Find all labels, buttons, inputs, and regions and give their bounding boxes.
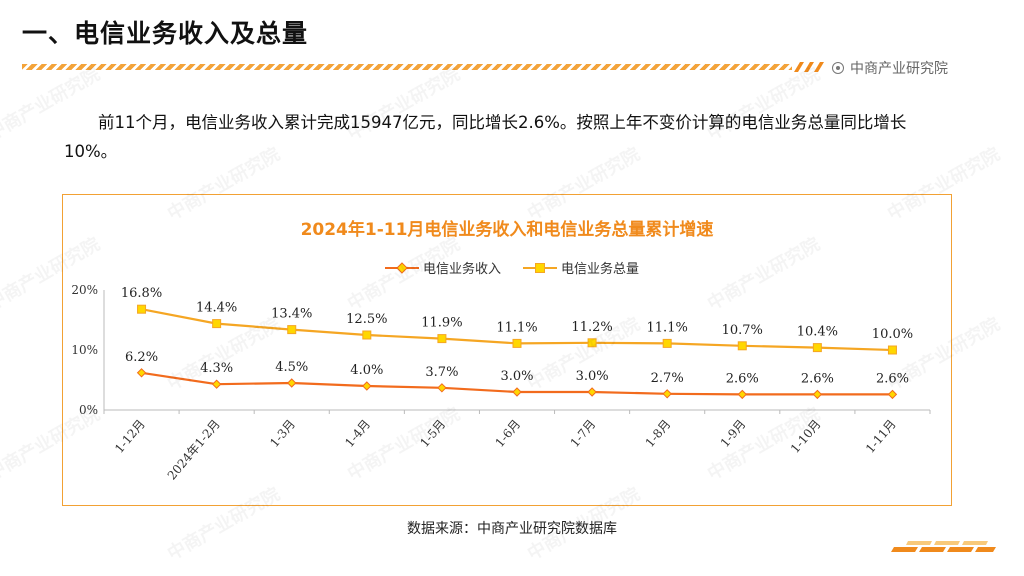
legend-item-volume: 电信业务总量 [523, 258, 639, 277]
data-point-volume [887, 345, 897, 355]
data-label: 11.9% [421, 316, 462, 331]
data-point-volume [362, 330, 372, 340]
data-label: 2.7% [651, 371, 684, 386]
y-tick-label: 10% [71, 343, 98, 357]
legend-label-volume: 电信业务总量 [561, 262, 640, 277]
data-label: 2.6% [801, 371, 834, 386]
chart-legend: 电信业务收入 电信业务总量 [0, 258, 1024, 277]
data-label: 3.0% [500, 369, 533, 384]
chart-frame: 2024年1-11月电信业务收入和电信业务总量累计增速 [62, 194, 952, 506]
summary-paragraph: 前11个月，电信业务收入累计完成15947亿元，同比增长2.6%。按照上年不变价… [64, 113, 907, 161]
data-label: 10.0% [872, 327, 913, 342]
x-tick-label: 1-7月 [568, 417, 599, 450]
data-point-volume [662, 338, 672, 348]
data-label: 11.2% [571, 320, 612, 335]
legend-swatch-volume [523, 262, 557, 273]
data-point-revenue [887, 389, 898, 400]
data-point-revenue [812, 389, 823, 400]
data-label: 12.5% [346, 312, 387, 327]
brand-name: 中商产业研究院 [850, 61, 948, 77]
legend-swatch-revenue [384, 261, 419, 274]
x-tick-label: 1-5月 [417, 417, 448, 450]
data-label: 13.4% [271, 307, 312, 322]
x-tick-label: 1-3月 [267, 417, 298, 450]
x-tick-label: 1-8月 [643, 417, 674, 450]
data-point-volume [137, 304, 147, 314]
legend-item-revenue: 电信业务收入 [384, 258, 501, 277]
data-point-revenue [662, 389, 672, 399]
footer-stripes-decoration [891, 541, 996, 552]
header-rule [22, 64, 792, 70]
x-tick-label: 1-4月 [342, 417, 373, 450]
data-label: 3.0% [576, 369, 609, 384]
brand: 中商产业研究院 [832, 58, 948, 78]
data-point-volume [737, 341, 747, 351]
data-label: 2.6% [876, 371, 909, 386]
data-source: 数据来源：中商产业研究院数据库 [407, 521, 617, 537]
x-tick-label: 1-11月 [863, 417, 899, 456]
data-label: 4.5% [275, 360, 308, 375]
data-point-revenue [362, 381, 372, 391]
chart-title: 2024年1-11月电信业务收入和电信业务总量累计增速 [300, 220, 714, 240]
data-label: 14.4% [196, 301, 237, 316]
data-point-revenue [287, 378, 297, 388]
data-point-revenue [587, 387, 597, 397]
x-tick-label: 1-12月 [112, 417, 148, 456]
data-label: 11.1% [496, 320, 537, 335]
data-point-volume [437, 334, 447, 344]
data-point-volume [812, 343, 822, 353]
data-point-volume [587, 338, 597, 348]
data-label: 4.3% [200, 361, 233, 376]
data-point-revenue [211, 379, 222, 389]
data-label: 6.2% [125, 350, 158, 365]
data-label: 2.6% [726, 371, 759, 386]
data-point-revenue [437, 383, 447, 393]
data-point-revenue [737, 389, 747, 400]
data-label: 3.7% [425, 365, 458, 380]
x-tick-label: 2024年1-2月 [165, 417, 223, 483]
x-tick-label: 1-10月 [788, 417, 824, 456]
y-tick-label: 0% [79, 403, 98, 417]
data-point-volume [287, 325, 297, 335]
legend-label-revenue: 电信业务收入 [422, 262, 501, 277]
page-title: 一、电信业务收入及总量 [22, 19, 309, 48]
y-tick-label: 20% [71, 283, 98, 297]
data-point-revenue [512, 387, 522, 397]
line-chart: 0% 10% 20% 1-12月 2024年1-2月 1-3月 1-4月 1-5月 1-6月 1-… [71, 283, 931, 483]
header-stripes-decoration [794, 62, 824, 72]
x-tick-label: 1-9月 [718, 417, 749, 450]
data-label: 10.4% [797, 325, 838, 340]
x-tick-label: 1-6月 [492, 417, 523, 450]
data-label: 10.7% [722, 323, 763, 338]
data-label: 11.1% [647, 320, 688, 335]
data-label: 4.0% [350, 363, 383, 378]
data-point-revenue [136, 368, 147, 378]
data-point-volume [212, 319, 222, 329]
brand-circle-icon [832, 62, 844, 74]
data-point-volume [512, 338, 522, 348]
data-label: 16.8% [121, 286, 162, 301]
